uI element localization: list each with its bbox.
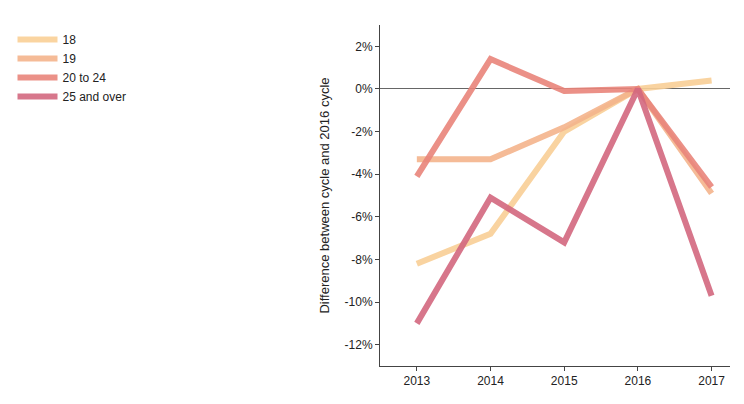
svg-text:-2%: -2% [351,125,373,139]
svg-text:20 to 24: 20 to 24 [63,71,107,85]
svg-text:2015: 2015 [551,374,578,388]
svg-text:2017: 2017 [698,374,725,388]
svg-text:25 and over: 25 and over [63,90,126,104]
svg-text:2014: 2014 [477,374,504,388]
svg-text:-8%: -8% [351,253,373,267]
svg-text:2%: 2% [355,40,373,54]
svg-text:2013: 2013 [403,374,430,388]
svg-text:Difference between cycle and 2: Difference between cycle and 2016 cycle [317,77,332,313]
svg-text:-10%: -10% [345,295,373,309]
svg-text:-6%: -6% [351,210,373,224]
svg-text:-4%: -4% [351,167,373,181]
svg-text:18: 18 [63,33,77,47]
svg-text:19: 19 [63,52,77,66]
svg-text:0%: 0% [355,82,373,96]
svg-text:-12%: -12% [345,338,373,352]
svg-text:2016: 2016 [625,374,652,388]
